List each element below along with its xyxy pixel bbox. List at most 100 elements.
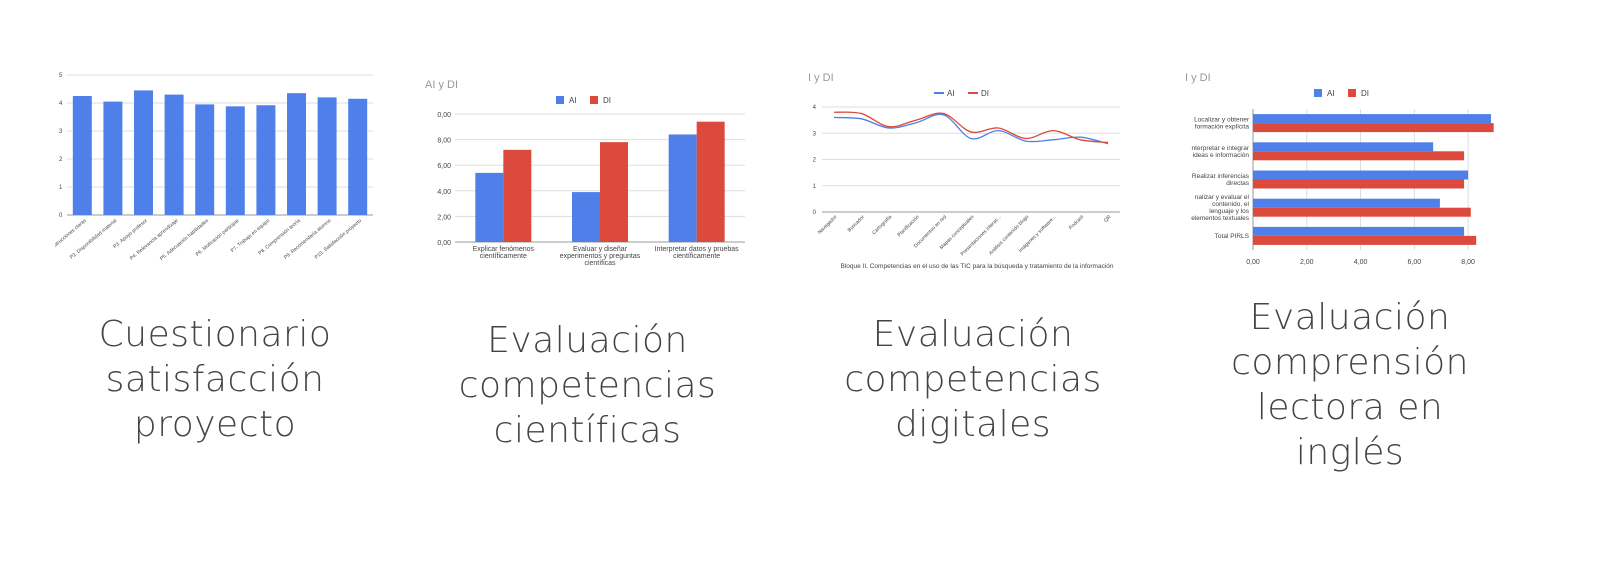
y-tick-label: 4 xyxy=(59,101,63,107)
y-tick-label: 2 xyxy=(813,158,817,164)
x-tick-label: Cartografía xyxy=(871,214,893,236)
bar-di xyxy=(503,149,532,242)
legend-label: AI xyxy=(947,89,955,98)
y-tick-label: elementos textuales xyxy=(1191,215,1250,222)
y-tick-label: Localizar y obtener xyxy=(1194,117,1250,124)
y-tick-label: 0,00 xyxy=(437,112,451,119)
caption-reading: Evaluación comprensión lectora en inglés xyxy=(1185,295,1515,475)
legend-label: AI xyxy=(1327,89,1335,98)
x-tick-label: 4,00 xyxy=(1354,259,1368,266)
bar xyxy=(225,106,245,215)
science-bar-chart: AI y DI AI DI 0,00 2,00 4,00 6,00 8,00 0,00 Expli… xyxy=(425,79,745,267)
y-tick-label: Total PIRLS xyxy=(1215,233,1250,240)
legend-swatch xyxy=(590,96,598,104)
legend-label: DI xyxy=(603,96,611,105)
digital-line-chart: I y DI AI DI 0 1 2 3 4 Navegador Buscador Cartogra… xyxy=(808,72,1120,270)
x-tick-label: Buscador xyxy=(847,214,866,233)
y-tick-label: 8,00 xyxy=(437,138,451,145)
caption-line: Evaluación xyxy=(872,314,1074,355)
series-line-di xyxy=(833,111,1109,144)
y-tick-label: lenguaje y los xyxy=(1209,208,1249,215)
x-tick-label: científicamente xyxy=(480,253,527,260)
bar-ai xyxy=(1253,226,1465,236)
y-tick-label: 0 xyxy=(813,210,817,216)
legend-swatch xyxy=(556,96,564,104)
bar-di xyxy=(1253,179,1465,189)
bar xyxy=(164,94,184,215)
legend-swatch xyxy=(1348,89,1356,97)
y-tick-label: nalizar y evaluar el xyxy=(1195,194,1250,201)
bar xyxy=(317,97,337,215)
bar-di xyxy=(600,142,628,242)
bar-di xyxy=(1253,123,1494,133)
y-tick-label: 0,00 xyxy=(437,240,451,247)
chart-title: AI y DI xyxy=(425,79,458,91)
bar-ai xyxy=(1253,170,1469,180)
caption-satisfaction: Cuestionario satisfacción proyecto xyxy=(55,312,375,447)
bar-ai xyxy=(1253,142,1434,152)
y-tick-label: ideas e información xyxy=(1193,152,1250,159)
x-tick-label: Explicar fenómenos xyxy=(473,246,535,253)
y-tick-label: 1 xyxy=(813,184,817,190)
chart-title: I y DI xyxy=(1185,72,1211,84)
y-tick-label: 3 xyxy=(59,129,63,135)
caption-line: comprensión xyxy=(1231,342,1469,383)
x-tick-label: científicas xyxy=(584,260,616,267)
y-tick-label: directas xyxy=(1226,180,1250,187)
x-tick-label: Navegador xyxy=(817,214,839,236)
bar xyxy=(72,96,92,215)
bar xyxy=(256,105,276,215)
caption-line: proyecto xyxy=(133,404,297,445)
caption-line: satisfacción xyxy=(105,359,325,400)
bar xyxy=(348,98,368,215)
chart-title: I y DI xyxy=(808,72,834,84)
bar-ai xyxy=(668,134,697,242)
x-tick-label: científicamente xyxy=(673,253,720,260)
legend-label: DI xyxy=(1361,89,1369,98)
bar-di xyxy=(1253,207,1471,217)
bar-di xyxy=(1253,235,1477,245)
caption-line: competencias xyxy=(844,359,1102,400)
caption-line: Cuestionario xyxy=(98,314,332,355)
x-tick-label: Planificación xyxy=(897,214,921,238)
series-line-ai xyxy=(833,113,1109,145)
bar-ai xyxy=(1253,198,1440,208)
x-tick-label: Interpretar datos y pruebas xyxy=(655,246,740,253)
y-tick-label: 4,00 xyxy=(437,189,451,196)
caption-science: Evaluación competencias científicas xyxy=(425,318,750,453)
x-tick-label: 0,00 xyxy=(1246,259,1260,266)
legend-swatch xyxy=(1314,89,1322,97)
y-tick-label: Realizar inferencias xyxy=(1192,173,1250,180)
caption-line: inglés xyxy=(1295,432,1405,473)
bar-ai xyxy=(1253,114,1491,124)
caption-line: Evaluación xyxy=(487,320,688,361)
x-tick-label: QR xyxy=(1103,214,1113,224)
x-tick-label: 6,00 xyxy=(1408,259,1422,266)
x-tick-label: experimentos y preguntas xyxy=(560,253,641,260)
caption-line: digitales xyxy=(894,404,1052,445)
x-tick-label: 2,00 xyxy=(1300,259,1314,266)
caption-line: lectora en xyxy=(1256,387,1444,428)
y-tick-label: 0 xyxy=(59,213,63,219)
y-tick-label: 3 xyxy=(813,131,817,137)
y-tick-label: nterpretar e integrar xyxy=(1192,145,1250,152)
caption-line: Evaluación xyxy=(1249,297,1451,338)
caption-line: competencias xyxy=(458,365,717,406)
y-tick-label: 4 xyxy=(813,105,817,111)
y-tick-label: 1 xyxy=(59,185,63,191)
bar-di xyxy=(696,121,725,242)
legend-label: DI xyxy=(981,89,989,98)
bar xyxy=(195,104,215,215)
y-tick-label: 2 xyxy=(59,157,63,163)
x-tick-label: Evaluar y diseñar xyxy=(573,246,628,253)
bar-ai xyxy=(475,172,504,242)
x-tick-label: Podcast xyxy=(1068,214,1085,231)
caption-digital: Evaluación competencias digitales xyxy=(808,312,1138,447)
bar xyxy=(103,101,123,215)
bar xyxy=(287,93,306,215)
legend-label: AI xyxy=(569,96,577,105)
y-tick-label: 6,00 xyxy=(437,163,451,170)
bar-di xyxy=(1253,151,1465,161)
reading-hbar-chart: I y DI AI DI 0,00 2,00 4,00 6,00 8,00 Localizar … xyxy=(1185,72,1494,266)
